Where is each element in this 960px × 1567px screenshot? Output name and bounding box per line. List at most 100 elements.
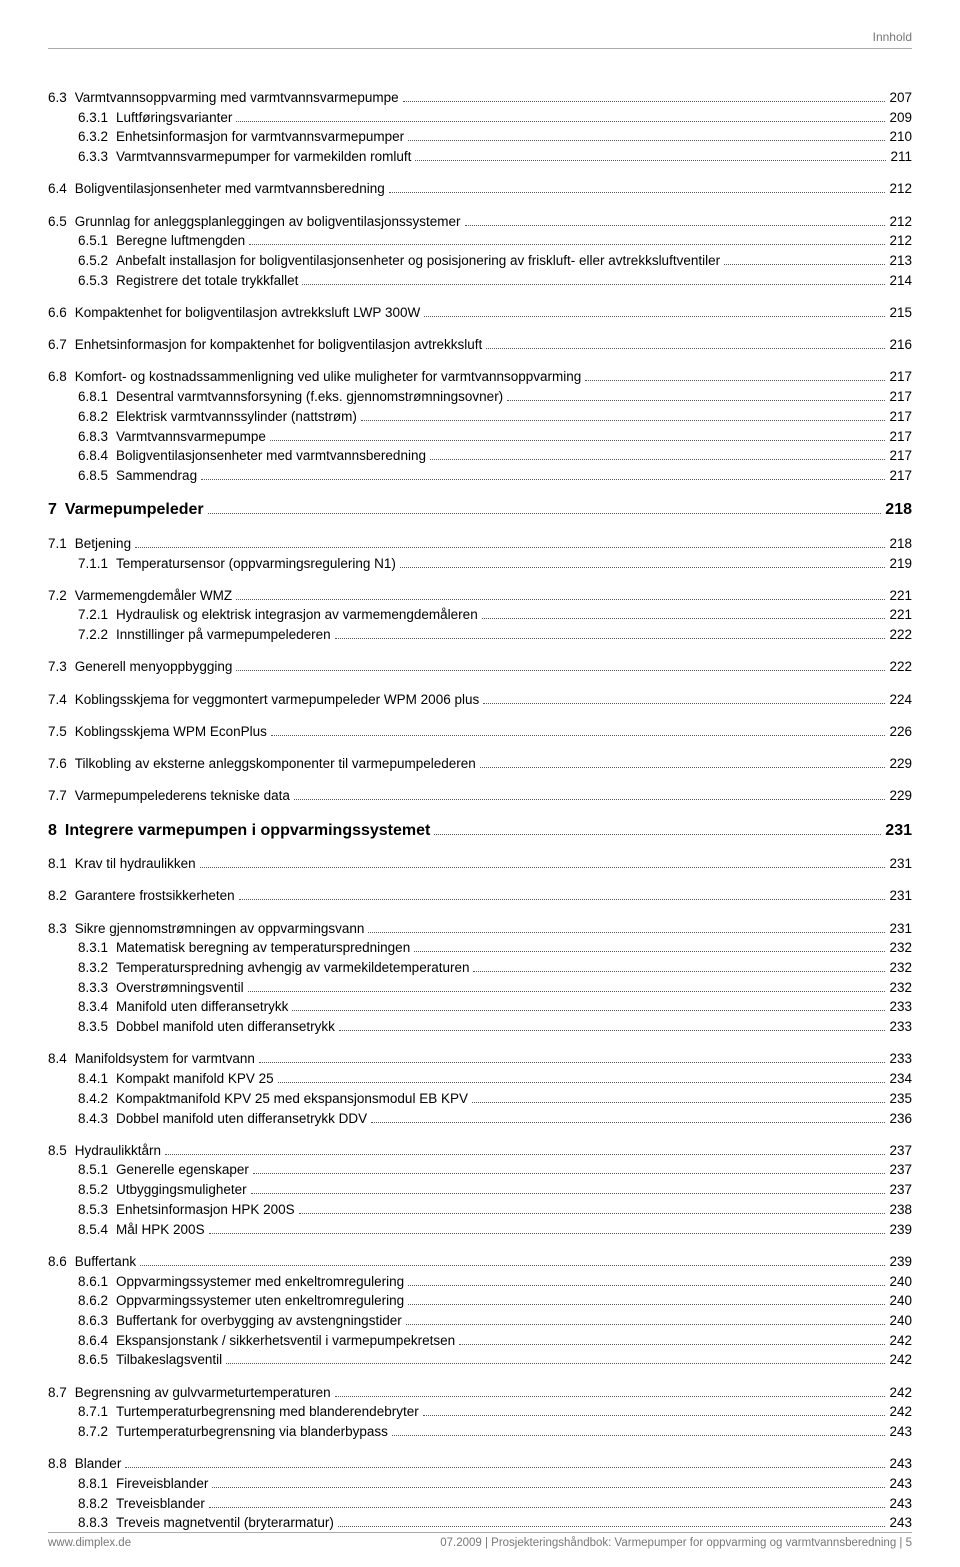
toc-entry[interactable]: 7.4 Koblingsskjema for veggmontert varmep… xyxy=(48,691,912,709)
toc-entry[interactable]: 8.4.2Kompaktmanifold KPV 25 med ekspansj… xyxy=(48,1090,912,1108)
toc-entry[interactable]: 6.3.2 Enhetsinformasjon for varmtvannsvar… xyxy=(48,128,912,146)
toc-entry[interactable]: 6.7Enhetsinformasjon for kompaktenhet fo… xyxy=(48,336,912,354)
toc-leader-dots xyxy=(585,380,885,381)
toc-number: 6.4 xyxy=(48,180,67,198)
toc-page-number: 243 xyxy=(889,1475,912,1493)
toc-number: 6.5 xyxy=(48,213,67,231)
toc-entry[interactable]: 8.3Sikre gjennomstrømningen av oppvarmin… xyxy=(48,920,912,938)
toc-title: Enhetsinformasjon for varmtvannsvarmepum… xyxy=(116,128,404,146)
toc-entry[interactable]: 6.8.2Elektrisk varmtvannssylinder (natts… xyxy=(48,408,912,426)
toc-entry[interactable]: 6.5.3Registrere det totale trykkfallet21… xyxy=(48,272,912,290)
toc-title: Desentral varmtvannsforsyning (f.eks. gj… xyxy=(116,388,503,406)
toc-entry[interactable]: 6.5.1Beregne luftmengden212 xyxy=(48,232,912,250)
toc-entry[interactable]: 7.7Varmepumpelederens tekniske data229 xyxy=(48,787,912,805)
toc-entry[interactable]: 8.3.5Dobbel manifold uten differansetryk… xyxy=(48,1018,912,1036)
toc-number: 8.8.1 xyxy=(78,1475,108,1493)
toc-entry[interactable]: 8.5Hydraulikktårn237 xyxy=(48,1142,912,1160)
toc-number: 6.3 xyxy=(48,89,67,107)
toc-entry[interactable]: 8.8.2Treveisblander243 xyxy=(48,1495,912,1513)
toc-entry[interactable]: 6.8.5Sammendrag217 xyxy=(48,467,912,485)
toc-entry[interactable]: 8.4Manifoldsystem for varmtvann233 xyxy=(48,1050,912,1068)
toc-entry[interactable]: 8.7.2Turtemperaturbegrensning via blande… xyxy=(48,1423,912,1441)
toc-number: 7.1 xyxy=(48,535,67,553)
toc-page-number: 238 xyxy=(889,1201,912,1219)
toc-group: 8.8Blander2438.8.1Fireveisblander2438.8.… xyxy=(48,1455,912,1532)
table-of-contents: 6.3Varmtvannsoppvarming med varmtvannsva… xyxy=(48,89,912,1533)
toc-entry[interactable]: 8.6.2Oppvarmingssystemer uten enkeltromr… xyxy=(48,1292,912,1310)
toc-entry[interactable]: 8.5.2Utbyggingsmuligheter237 xyxy=(48,1181,912,1199)
toc-entry[interactable]: 7.2.2Innstillinger på varmepumpelederen2… xyxy=(48,626,912,644)
toc-leader-dots xyxy=(472,1102,886,1103)
toc-entry[interactable]: 8.4.3Dobbel manifold uten differansetryk… xyxy=(48,1110,912,1128)
toc-entry[interactable]: 6.8Komfort- og kostnadssammenligning ved… xyxy=(48,368,912,386)
toc-entry[interactable]: 6.8.1Desentral varmtvannsforsyning (f.ek… xyxy=(48,388,912,406)
toc-entry[interactable]: 8.3.1Matematisk beregning av temperaturs… xyxy=(48,939,912,957)
toc-entry[interactable]: 6.3.3Varmtvannsvarmepumper for varmekild… xyxy=(48,148,912,166)
toc-leader-dots xyxy=(400,567,886,568)
toc-entry[interactable]: 8.8.3Treveis magnetventil (bryterarmatur… xyxy=(48,1514,912,1532)
toc-entry[interactable]: 7.2.1Hydraulisk og elektrisk integrasjon… xyxy=(48,606,912,624)
toc-entry[interactable]: 6.3Varmtvannsoppvarming med varmtvannsva… xyxy=(48,89,912,107)
toc-entry[interactable]: 8.5.1Generelle egenskaper237 xyxy=(48,1161,912,1179)
toc-number: 8.3.2 xyxy=(78,959,108,977)
toc-entry[interactable]: 8.7Begrensning av gulvvarmeturtemperatur… xyxy=(48,1384,912,1402)
toc-entry[interactable]: 6.5.2Anbefalt installasjon for boligvent… xyxy=(48,252,912,270)
toc-entry[interactable]: 7.6Tilkobling av eksterne anleggskompone… xyxy=(48,755,912,773)
toc-title: Koblingsskjema for veggmontert varmepump… xyxy=(75,691,479,709)
toc-entry[interactable]: 8.3.3Overstrømningsventil232 xyxy=(48,979,912,997)
toc-entry[interactable]: 8.6.4Ekspansjonstank / sikkerhetsventil … xyxy=(48,1332,912,1350)
toc-entry[interactable]: 7.2Varmemengdemåler WMZ221 xyxy=(48,587,912,605)
toc-number: 6.8.4 xyxy=(78,447,108,465)
toc-entry[interactable]: 8Integrere varmepumpen i oppvarmingssyst… xyxy=(48,820,912,842)
toc-entry[interactable]: 8.6.1Oppvarmingssystemer med enkeltromre… xyxy=(48,1273,912,1291)
toc-group: 7.6Tilkobling av eksterne anleggskompone… xyxy=(48,755,912,773)
toc-entry[interactable]: 8.6.3Buffertank for overbygging av avste… xyxy=(48,1312,912,1330)
toc-leader-dots xyxy=(482,618,886,619)
toc-entry[interactable]: 6.3.1Luftføringsvarianter209 xyxy=(48,109,912,127)
toc-entry[interactable]: 8.8.1Fireveisblander243 xyxy=(48,1475,912,1493)
toc-group: 8.1Krav til hydraulikken231 xyxy=(48,855,912,873)
toc-entry[interactable]: 8.5.4Mål HPK 200S239 xyxy=(48,1221,912,1239)
toc-number: 7.4 xyxy=(48,691,67,709)
toc-entry[interactable]: 8.3.2Temperaturspredning avhengig av var… xyxy=(48,959,912,977)
toc-leader-dots xyxy=(424,316,885,317)
toc-title: Manifoldsystem for varmtvann xyxy=(75,1050,255,1068)
toc-entry[interactable]: 7.1Betjening218 xyxy=(48,535,912,553)
toc-entry[interactable]: 6.6Kompaktenhet for boligventilasjon avt… xyxy=(48,304,912,322)
toc-title: Enhetsinformasjon for kompaktenhet for b… xyxy=(75,336,482,354)
toc-title: Utbyggingsmuligheter xyxy=(116,1181,247,1199)
toc-entry[interactable]: 7.1.1Temperatursensor (oppvarmingsregule… xyxy=(48,555,912,573)
toc-number: 6.3.2 xyxy=(78,128,108,146)
toc-page-number: 232 xyxy=(889,939,912,957)
toc-number: 8.6.2 xyxy=(78,1292,108,1310)
toc-entry[interactable]: 6.4Boligventilasjonsenheter med varmtvan… xyxy=(48,180,912,198)
toc-title: Hydraulisk og elektrisk integrasjon av v… xyxy=(116,606,478,624)
toc-leader-dots xyxy=(430,459,886,460)
toc-number: 6.8 xyxy=(48,368,67,386)
toc-leader-dots xyxy=(140,1265,885,1266)
page: Innhold 6.3Varmtvannsoppvarming med varm… xyxy=(0,0,960,1567)
toc-entry[interactable]: 8.2Garantere frostsikkerheten231 xyxy=(48,887,912,905)
toc-entry[interactable]: 8.7.1Turtemperaturbegrensning med blande… xyxy=(48,1403,912,1421)
toc-entry[interactable]: 6.8.4Boligventilasjonsenheter med varmtv… xyxy=(48,447,912,465)
toc-entry[interactable]: 8.6Buffertank239 xyxy=(48,1253,912,1271)
toc-page-number: 232 xyxy=(889,979,912,997)
toc-entry[interactable]: 6.8.3Varmtvannsvarmepumpe217 xyxy=(48,428,912,446)
toc-entry[interactable]: 8.8Blander243 xyxy=(48,1455,912,1473)
toc-entry[interactable]: 7.3Generell menyoppbygging222 xyxy=(48,658,912,676)
toc-leader-dots xyxy=(408,140,885,141)
toc-number: 8.3.5 xyxy=(78,1018,108,1036)
toc-entry[interactable]: 7Varmepumpeleder218 xyxy=(48,499,912,521)
toc-entry[interactable]: 8.6.5Tilbakeslagsventil242 xyxy=(48,1351,912,1369)
toc-entry[interactable]: 8.5.3Enhetsinformasjon HPK 200S238 xyxy=(48,1201,912,1219)
toc-title: Matematisk beregning av temperaturspredn… xyxy=(116,939,410,957)
toc-leader-dots xyxy=(251,1193,886,1194)
toc-number: 6.6 xyxy=(48,304,67,322)
toc-entry[interactable]: 8.4.1Kompakt manifold KPV 25234 xyxy=(48,1070,912,1088)
toc-title: Beregne luftmengden xyxy=(116,232,245,250)
toc-entry[interactable]: 6.5Grunnlag for anleggsplanleggingen av … xyxy=(48,213,912,231)
toc-entry[interactable]: 8.1Krav til hydraulikken231 xyxy=(48,855,912,873)
toc-title: Buffertank xyxy=(75,1253,136,1271)
toc-entry[interactable]: 7.5Koblingsskjema WPM EconPlus226 xyxy=(48,723,912,741)
toc-entry[interactable]: 8.3.4Manifold uten differansetrykk233 xyxy=(48,998,912,1016)
